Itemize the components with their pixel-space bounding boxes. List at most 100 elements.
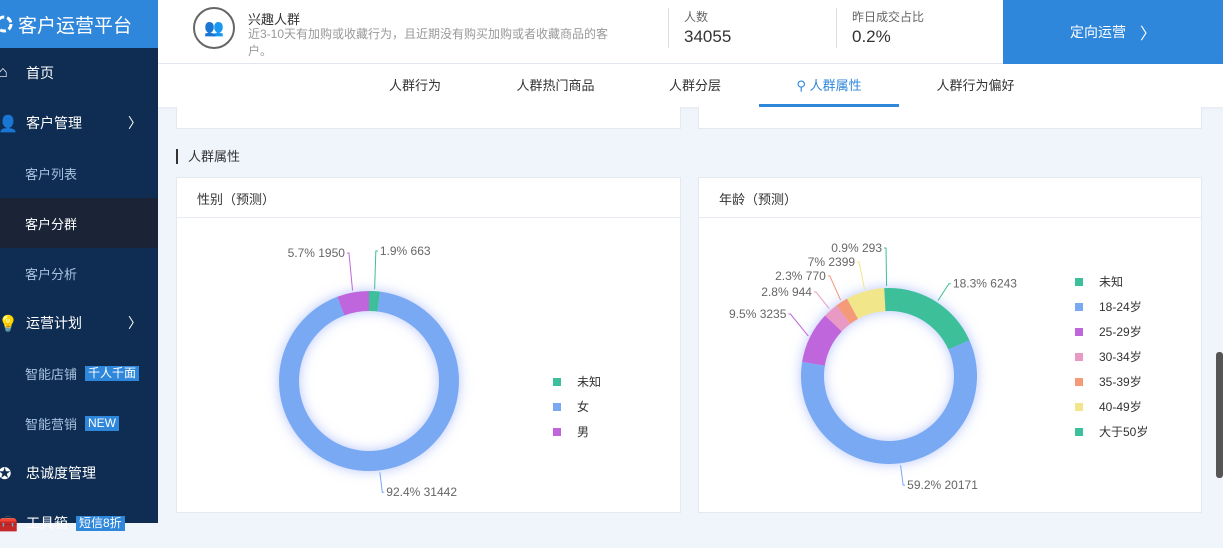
legend-label: 25-29岁	[1099, 325, 1142, 339]
pie-slice[interactable]	[337, 291, 369, 316]
data-label: 2.8% 944	[761, 285, 812, 299]
sidebar-item[interactable]: 智能营销 NEW	[0, 398, 158, 448]
legend-label: 女	[577, 400, 590, 414]
tab-attributes[interactable]: ⚲ 人群属性	[759, 64, 899, 107]
label-line	[827, 275, 842, 301]
pie-slice[interactable]	[802, 315, 842, 366]
legend-swatch	[1075, 402, 1083, 411]
pie-slice[interactable]	[889, 288, 970, 350]
app-title: 客户运营平台	[18, 15, 133, 37]
age-card: 年龄（预测） 18.3% 6243 59.2% 20171 9.5% 3235 2.8…	[698, 177, 1202, 513]
pie-slice[interactable]	[825, 305, 851, 332]
legend-swatch	[553, 402, 561, 411]
sidebar-item[interactable]: 客户列表	[0, 148, 158, 198]
stat-count: 人数 34055	[668, 8, 731, 48]
sidebar-item[interactable]: 客户分析	[0, 248, 158, 298]
data-label: 5.7% 1950	[288, 246, 346, 260]
legend-label: 未知	[577, 375, 602, 389]
sidebar-item[interactable]: ✪ 忠诚度管理	[0, 448, 158, 498]
data-label: 9.5% 3235	[729, 307, 787, 321]
legend-label: 未知	[1099, 275, 1124, 289]
bulb-icon: 💡	[0, 316, 18, 333]
sidebar-item-label: 智能营销	[25, 416, 78, 432]
sidebar-item[interactable]: 🧰 工具箱 短信8折	[0, 498, 158, 548]
legend-swatch	[553, 377, 561, 386]
tab-hot-products[interactable]: 人群热门商品	[516, 78, 595, 93]
label-line	[884, 247, 888, 287]
data-label: 59.2% 20171	[907, 478, 978, 492]
location-icon: ⚲	[796, 78, 810, 93]
sidebar-item[interactable]: 👤 客户管理 〉	[0, 98, 158, 148]
logo-icon	[0, 15, 14, 33]
scrollbar[interactable]	[1216, 352, 1223, 478]
data-label: 18.3% 6243	[953, 277, 1017, 291]
group-title: 兴趣人群	[248, 12, 301, 27]
label-line	[857, 261, 866, 290]
toolbox-icon: 🧰	[0, 516, 18, 533]
legend-item[interactable]: 30-34岁	[1075, 344, 1148, 369]
sidebar-item-label: 客户分析	[25, 266, 78, 282]
sidebar-item-label: 客户管理	[26, 115, 82, 131]
legend-label: 男	[577, 425, 590, 439]
group-description: 近3-10天有加购或收藏行为，且近期没有购买加购或者收藏商品的客户。	[248, 27, 609, 58]
age-legend: 未知 18-24岁 25-29岁 30-34岁 35-39岁 40-49岁 大于50岁	[1075, 269, 1148, 444]
legend-item[interactable]: 35-39岁	[1075, 369, 1148, 394]
sidebar-badge: NEW	[85, 415, 120, 431]
label-line	[374, 250, 378, 290]
card-partial	[698, 107, 1202, 129]
legend-swatch	[1075, 327, 1083, 336]
legend-swatch	[1075, 352, 1083, 361]
pie-slice[interactable]	[884, 288, 889, 312]
gender-card: 性别（预测） 1.9% 663 92.4% 31442 5.7% 1950 未知女男	[176, 177, 681, 513]
legend-label: 大于50岁	[1099, 425, 1149, 439]
sidebar-item[interactable]: ⌂ 首页	[0, 48, 158, 98]
label-line	[346, 252, 354, 291]
legend-item[interactable]: 40-49岁	[1075, 394, 1148, 419]
label-line	[788, 313, 809, 337]
legend-item[interactable]: 25-29岁	[1075, 319, 1148, 344]
legend-swatch	[1075, 302, 1083, 311]
stat-label: 昨日成交占比	[852, 10, 925, 24]
legend-item[interactable]: 大于50岁	[1075, 419, 1148, 444]
card-title: 年龄（预测）	[699, 178, 1201, 218]
group-header: 👥 兴趣人群 近3-10天有加购或收藏行为，且近期没有购买加购或者收藏商品的客户…	[158, 0, 1223, 64]
sidebar-item[interactable]: 智能店铺 千人千面	[0, 348, 158, 398]
tab-preferences[interactable]: 人群行为偏好	[936, 78, 1015, 93]
legend-item[interactable]: 18-24岁	[1075, 294, 1148, 319]
data-label: 1.9% 663	[380, 244, 431, 258]
data-label: 92.4% 31442	[386, 485, 457, 499]
legend-label: 40-49岁	[1099, 400, 1142, 414]
tab-behavior[interactable]: 人群行为	[388, 78, 441, 93]
tab-layers[interactable]: 人群分层	[668, 78, 721, 93]
targeted-ops-button[interactable]: 定向运营〉	[1003, 0, 1223, 64]
sidebar-item[interactable]: 客户分群	[0, 198, 158, 248]
stat-value: 0.2%	[852, 27, 891, 46]
label-line	[937, 283, 951, 301]
legend-item[interactable]: 女	[553, 394, 601, 419]
legend-label: 18-24岁	[1099, 300, 1142, 314]
section-title: 人群属性	[176, 149, 240, 164]
legend-item[interactable]: 男	[553, 419, 601, 444]
users-icon: 👤	[0, 116, 18, 133]
pie-slice[interactable]	[836, 298, 859, 324]
app-logo[interactable]: 客户运营平台	[0, 0, 158, 48]
legend-item[interactable]: 未知	[553, 369, 601, 394]
group-icon: 👥	[193, 7, 235, 49]
tab-bar: 人群行为 人群热门商品 人群分层 ⚲ 人群属性 人群行为偏好	[158, 64, 1223, 107]
pie-slice[interactable]	[801, 340, 977, 464]
sidebar-item-label: 客户列表	[25, 166, 78, 182]
card-title: 性别（预测）	[177, 178, 680, 218]
sidebar-item[interactable]: 💡 运营计划 〉	[0, 298, 158, 348]
card-partial	[176, 107, 681, 129]
legend-item[interactable]: 未知	[1075, 269, 1148, 294]
sidebar-item-label: 客户分群	[25, 216, 78, 232]
sidebar-badge: 千人千面	[85, 365, 140, 381]
sidebar-item-label: 首页	[26, 65, 54, 81]
stat-label: 人数	[684, 10, 709, 24]
data-label: 2.3% 770	[775, 269, 826, 283]
pie-slice[interactable]	[369, 291, 380, 312]
data-label: 0.9% 293	[831, 241, 882, 255]
pie-slice[interactable]	[278, 291, 459, 471]
legend-swatch	[1075, 277, 1083, 286]
pie-slice[interactable]	[847, 288, 886, 319]
